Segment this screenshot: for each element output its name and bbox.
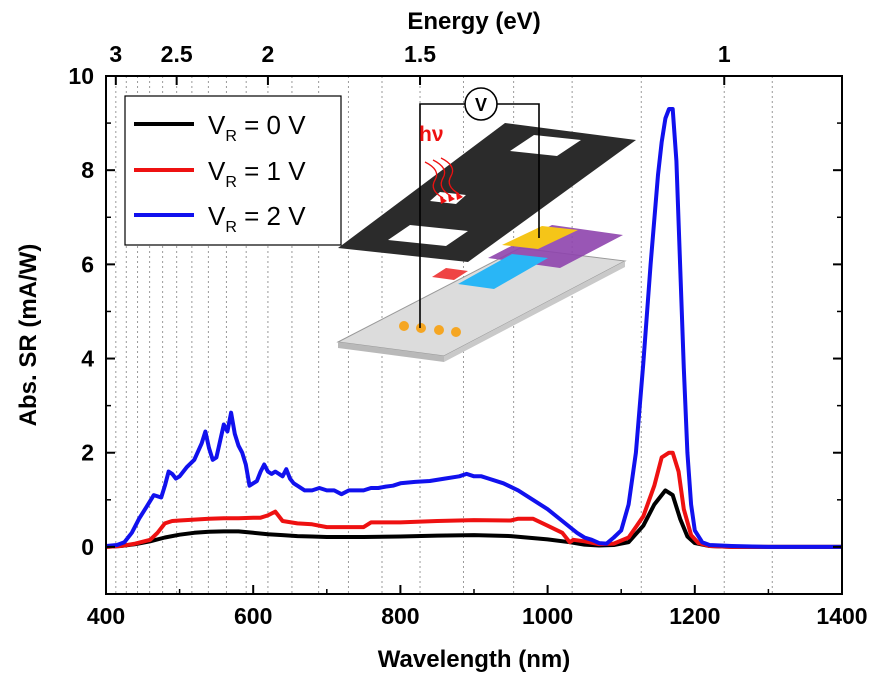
top-tick-label: 2.5 [161,41,193,67]
light-ray [440,157,460,195]
mask-window [388,225,468,246]
y-tick-label: 6 [81,251,94,277]
legend-label-1: VR = 1 V [208,156,306,191]
series-line-2 [106,107,842,549]
light-ray [432,159,452,197]
y-tick-label: 0 [81,534,94,560]
y-tick-label: 2 [81,440,94,466]
x-tick-label: 400 [87,603,125,629]
top-tick-label: 2 [262,41,275,67]
red-pad [432,268,468,280]
y-tick-label: 10 [68,63,94,89]
light-arrowhead [456,192,463,200]
voltmeter-icon [464,87,498,121]
y-tick-label: 4 [81,346,94,372]
wire-right [497,103,540,238]
device-schematic-inset: V hν [336,87,636,362]
x-tick-label: 800 [381,603,419,629]
blue-channel [458,254,548,289]
x-tick-label: 1000 [522,603,573,629]
x-axis-title: Wavelength (nm) [378,646,570,673]
contact-dot [434,325,444,335]
voltmeter-label: V [475,95,487,115]
y-axis-title: Abs. SR (mA/W) [15,244,42,427]
legend-label-2: VR = 2 V [208,201,306,236]
gold-electrode [502,226,578,249]
top-tick-label: 3 [109,41,122,67]
light-ray [424,161,444,199]
data-series [106,107,842,549]
y-tick-label: 8 [81,157,94,183]
ticks: 400 600 800 1000 1200 1400 0 2 4 6 8 10 3 2.5 2 1.5 1 [68,41,867,629]
top-tick-label: 1.5 [404,41,436,67]
contact-dot [416,323,426,333]
wire-left [419,103,465,328]
series-line-1 [106,450,842,549]
light-arrowhead [440,196,447,204]
x-tick-label: 1200 [669,603,720,629]
series-line-0 [106,488,842,549]
legend: VR = 0 V VR = 1 V VR = 2 V [124,95,342,246]
legend-label-0: VR = 0 V [208,110,306,145]
top-axis-title: Energy (eV) [407,8,540,35]
contact-dot [451,327,461,337]
mask-window [510,135,581,156]
top-tick-label: 1 [718,41,731,67]
light-arrowhead [448,194,455,202]
light-label: hν [419,123,444,146]
contact-dot [399,321,409,331]
x-tick-label: 1400 [816,603,867,629]
substrate-edge [338,342,444,362]
substrate-side [444,261,625,362]
x-tick-label: 600 [234,603,272,629]
